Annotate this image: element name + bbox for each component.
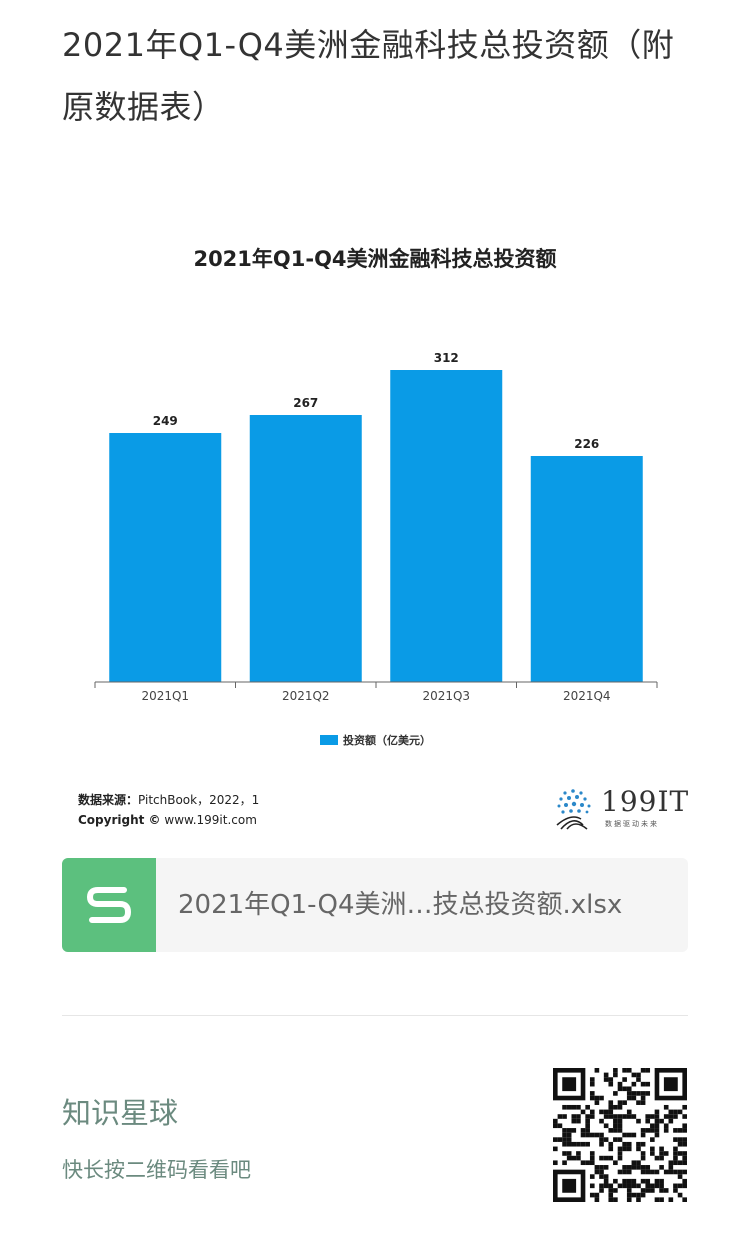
data-label-2021Q1: 249 [153, 414, 178, 428]
copyright-label: Copyright © [78, 813, 161, 827]
data-label-2021Q2: 267 [293, 396, 318, 410]
bar-2021Q2 [249, 415, 362, 682]
logo-text: 199IT [601, 785, 690, 818]
legend-swatch [320, 735, 338, 745]
bar-chart: 2021年Q1-Q4美洲金融科技总投资额 249 267 312 226 2021Q1… [94, 247, 658, 747]
data-label-2021Q3: 312 [434, 351, 459, 365]
bar-2021Q1 [109, 433, 222, 682]
source-label: 数据来源： [78, 793, 139, 807]
attachment-filename: 2021年Q1-Q4美洲…技总投资额.xlsx [178, 890, 623, 920]
chart-image: 2021年Q1-Q4美洲金融科技总投资额 249 267 312 226 2021Q1… [0, 220, 750, 840]
post-title: 2021年Q1-Q4美洲金融科技总投资额（附原数据表） [62, 26, 675, 126]
qr-code-icon[interactable] [553, 1068, 687, 1202]
bar-2021Q3 [390, 370, 503, 682]
copyright-text: www.199it.com [164, 813, 257, 827]
data-label-2021Q4: 226 [574, 437, 599, 451]
x-tick-label-2021Q3: 2021Q3 [422, 689, 470, 703]
x-tick-label-2021Q4: 2021Q4 [563, 689, 611, 703]
x-tick-label-2021Q2: 2021Q2 [282, 689, 330, 703]
planet-title: 知识星球 [62, 1096, 179, 1130]
spreadsheet-s-icon [62, 858, 156, 952]
bar-2021Q4 [530, 456, 643, 682]
source-note: 数据来源：PitchBook，2022，1 Copyright © www.19… [78, 790, 259, 830]
chart-title: 2021年Q1-Q4美洲金融科技总投资额 [193, 247, 556, 271]
x-tick-label-2021Q1: 2021Q1 [141, 689, 189, 703]
planet-subtitle: 快长按二维码看看吧 [62, 1158, 251, 1182]
source-text: PitchBook，2022，1 [138, 793, 260, 807]
divider [62, 1015, 688, 1016]
logo-slogan: 数据驱动未来 [605, 820, 659, 828]
199it-logo: 199IT 数据驱动未来 [553, 785, 693, 833]
legend-label: 投资额（亿美元） [343, 733, 431, 747]
dandelion-icon [556, 789, 591, 830]
attachment-card[interactable]: 2021年Q1-Q4美洲…技总投资额.xlsx [62, 858, 688, 952]
